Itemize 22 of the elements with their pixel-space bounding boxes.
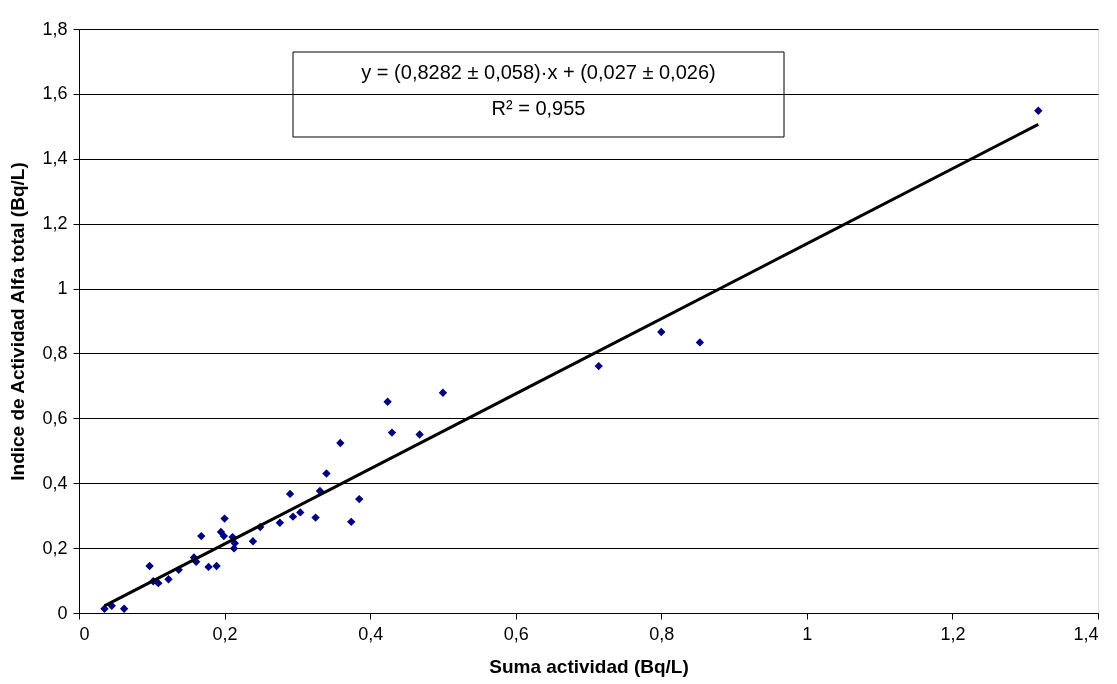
y-tick-label: 1,8: [42, 18, 68, 39]
annotation: y = (0,8282 ± 0,058)·x + (0,027 ± 0,026): [361, 61, 716, 83]
x-tick-label: 0,6: [503, 623, 529, 644]
y-tick-label: 0,8: [42, 342, 68, 363]
annotation: R² = 0,955: [491, 97, 586, 119]
y-tick-label: 0,2: [42, 537, 68, 558]
x-tick-label: 0,2: [212, 623, 238, 644]
y-tick-label: 1,2: [42, 213, 68, 234]
y-tick-label: 1,4: [42, 148, 68, 169]
x-tick-label: 0,4: [358, 623, 384, 644]
x-tick-label: 0,8: [649, 623, 675, 644]
x-tick-label: 1,4: [1073, 623, 1099, 644]
x-tick-label: 1,2: [940, 623, 966, 644]
y-tick-label: 0,4: [42, 472, 68, 493]
x-tick-label: 0: [79, 623, 90, 644]
y-tick-label: 0: [57, 602, 68, 623]
y-tick-label: 0,6: [42, 407, 68, 428]
y-tick-label: 1,6: [42, 83, 68, 104]
y-axis-title: Indice de Actividad Alfa total (Bq/L): [7, 162, 29, 481]
y-tick-label: 1: [57, 278, 68, 299]
x-axis-title: Suma actividad (Bq/L): [489, 655, 689, 677]
x-tick-label: 1: [802, 623, 813, 644]
